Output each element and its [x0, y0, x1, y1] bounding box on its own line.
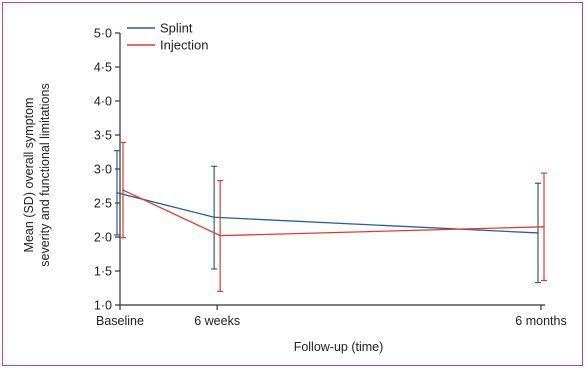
- y-tick-label: 2·0: [94, 231, 112, 245]
- axes: 1·0 1·5 2·0 2·5 3·0 3·5 4·0 4·5 5·0 Baseline 6 wee…: [94, 27, 567, 329]
- y-tick-label: 4·0: [94, 95, 112, 109]
- series-splint: [114, 150, 541, 284]
- y-axis-title-line-1: Mean (SD) overall symptom: [22, 98, 36, 253]
- data-point: [122, 189, 124, 191]
- series-line: [116, 192, 539, 234]
- x-tick-label: 6 weeks: [194, 314, 240, 328]
- x-axis-title: Follow-up (time): [294, 340, 384, 354]
- y-tick-label: 2·5: [94, 197, 112, 211]
- x-tick-label: Baseline: [96, 314, 144, 328]
- y-tick-label: 4·5: [94, 61, 112, 75]
- x-tick-label: 6 months: [515, 314, 566, 328]
- y-axis-title-line-2: severity and functional limitations: [38, 83, 52, 266]
- y-tick-label: 1·0: [94, 299, 112, 313]
- data-point: [219, 234, 221, 237]
- series-injection: [120, 141, 547, 292]
- data-point: [213, 216, 215, 219]
- legend-label: Injection: [160, 38, 208, 53]
- data-point: [543, 226, 545, 228]
- y-tick-label: 1·5: [94, 265, 112, 279]
- y-tick-label: 3·0: [94, 163, 112, 177]
- chart-frame: 1·0 1·5 2·0 2·5 3·0 3·5 4·0 4·5 5·0 Baseline 6 wee…: [2, 2, 583, 366]
- legend: Splint Injection: [127, 21, 208, 53]
- data-point: [116, 192, 118, 194]
- legend-label: Splint: [160, 21, 193, 36]
- series-line: [122, 189, 545, 237]
- y-tick-label: 5·0: [94, 27, 112, 41]
- chart-svg: 1·0 1·5 2·0 2·5 3·0 3·5 4·0 4·5 5·0 Baseline 6 wee…: [22, 21, 567, 355]
- series-layer: [114, 141, 547, 292]
- y-tick-label: 3·5: [94, 129, 112, 143]
- data-point: [537, 232, 539, 234]
